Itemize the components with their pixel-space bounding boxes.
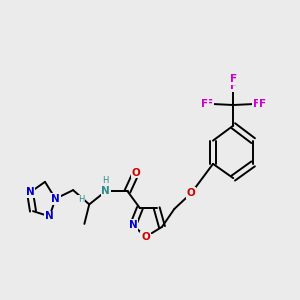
Text: F: F [201,99,208,109]
Text: N: N [51,194,60,204]
Text: N: N [101,186,110,196]
Text: N: N [101,186,110,196]
Text: O: O [141,232,150,242]
Text: O: O [132,167,140,178]
Text: O: O [187,188,196,198]
Text: H: H [78,195,84,204]
Text: N: N [45,212,54,221]
Text: F: F [259,99,266,109]
Text: N: N [26,188,34,197]
Text: O: O [141,232,150,242]
Text: F: F [206,99,214,109]
Text: N: N [45,212,54,221]
Text: N: N [129,220,137,230]
Text: O: O [187,188,196,198]
Text: H: H [103,176,109,185]
Text: F: F [230,74,237,84]
Text: N: N [129,220,137,230]
Text: N: N [26,188,34,197]
Text: F: F [253,99,260,109]
Text: N: N [51,194,60,204]
Text: O: O [132,167,140,178]
Text: F: F [230,81,237,91]
